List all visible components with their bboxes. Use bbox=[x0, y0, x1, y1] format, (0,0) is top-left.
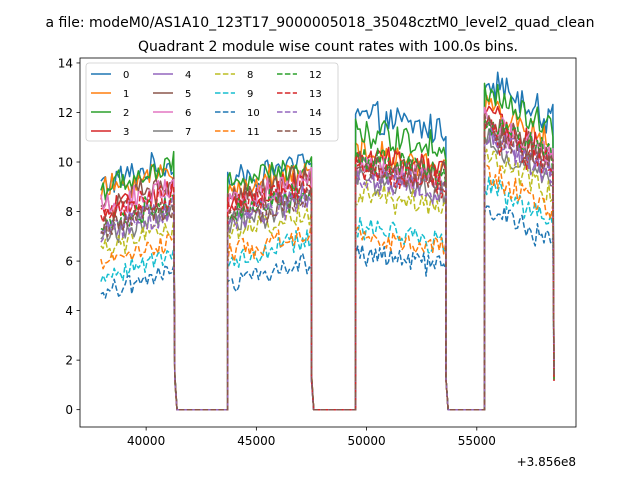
series-line-9 bbox=[100, 176, 555, 411]
legend-label: 0 bbox=[123, 70, 129, 81]
legend-item: 13 bbox=[277, 89, 322, 100]
series-layer bbox=[100, 71, 555, 411]
series-line-10 bbox=[100, 205, 555, 411]
legend-label: 5 bbox=[185, 89, 191, 100]
legend-box bbox=[85, 62, 339, 142]
y-tick-label: 14 bbox=[58, 56, 73, 70]
y-tick-label: 10 bbox=[58, 156, 73, 170]
legend-item: 6 bbox=[153, 108, 191, 119]
x-tick-label: 50000 bbox=[347, 434, 385, 448]
legend-label: 1 bbox=[123, 89, 129, 100]
legend-label: 14 bbox=[309, 108, 322, 119]
legend-label: 8 bbox=[247, 70, 253, 81]
x-tick-label: 55000 bbox=[458, 434, 496, 448]
legend-label: 12 bbox=[309, 70, 322, 81]
legend-item: 7 bbox=[153, 127, 191, 138]
legend-item: 11 bbox=[215, 127, 260, 138]
legend-item: 9 bbox=[215, 89, 253, 100]
legend-label: 6 bbox=[185, 108, 191, 119]
legend-label: 10 bbox=[247, 108, 260, 119]
legend-item: 4 bbox=[153, 70, 191, 81]
y-tick-label: 12 bbox=[58, 106, 73, 120]
y-tick-label: 4 bbox=[65, 304, 73, 318]
axes-frame bbox=[79, 57, 577, 428]
legend-item: 12 bbox=[277, 70, 322, 81]
legend-label: 4 bbox=[185, 70, 191, 81]
series-line-13 bbox=[100, 117, 555, 411]
legend-item: 14 bbox=[277, 108, 322, 119]
legend-label: 11 bbox=[247, 127, 260, 138]
x-tick-label: 45000 bbox=[237, 434, 275, 448]
x-axis: 40000 45000 50000 55000 bbox=[127, 427, 496, 448]
legend-item: 1 bbox=[91, 89, 129, 100]
legend-item: 0 bbox=[91, 70, 129, 81]
series-line-15 bbox=[100, 112, 555, 411]
legend-item: 10 bbox=[215, 108, 260, 119]
figure-suptitle: a file: modeM0/AS1A10_123T17_9000005018_… bbox=[46, 15, 595, 31]
legend-label: 7 bbox=[185, 127, 191, 138]
legend-item: 5 bbox=[153, 89, 191, 100]
y-tick-label: 8 bbox=[65, 205, 73, 219]
axes-title: Quadrant 2 module wise count rates with … bbox=[138, 39, 518, 55]
x-axis-offset-label: +3.856e8 bbox=[517, 455, 576, 469]
legend-label: 2 bbox=[123, 108, 129, 119]
legend-item: 2 bbox=[91, 108, 129, 119]
y-tick-label: 2 bbox=[65, 354, 73, 368]
legend-label: 15 bbox=[309, 127, 322, 138]
legend-label: 9 bbox=[247, 89, 253, 100]
legend-item: 8 bbox=[215, 70, 253, 81]
y-tick-label: 0 bbox=[65, 403, 73, 417]
y-tick-label: 6 bbox=[65, 255, 73, 269]
x-tick-label: 40000 bbox=[127, 434, 165, 448]
y-axis: 0 2 4 6 8 10 12 14 bbox=[58, 56, 80, 417]
legend-item: 15 bbox=[277, 127, 322, 138]
legend-label: 13 bbox=[309, 89, 322, 100]
legend-item: 3 bbox=[91, 127, 129, 138]
legend-label: 3 bbox=[123, 127, 129, 138]
